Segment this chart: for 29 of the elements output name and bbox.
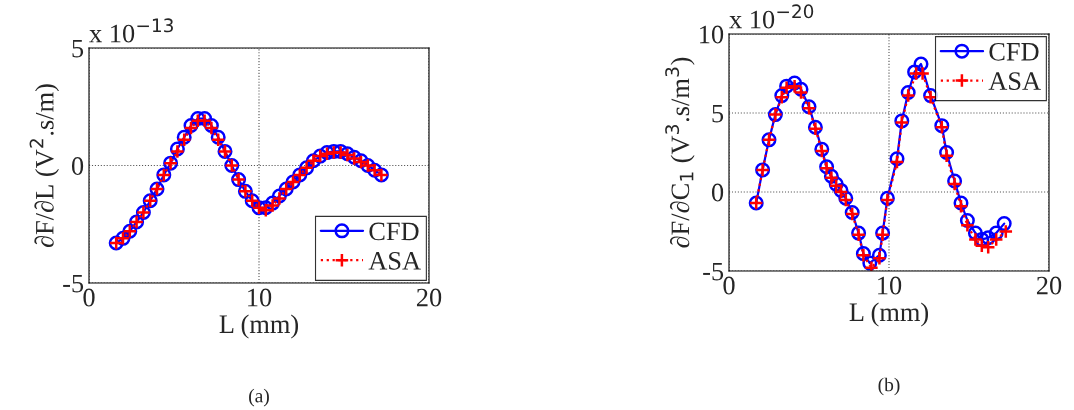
y-tick-label: 0 <box>711 183 724 202</box>
text: x 10$^{−13}$ <box>89 18 173 43</box>
y-tick-label: 5 <box>72 39 84 58</box>
x-tick-label: 20 <box>1036 276 1062 295</box>
point <box>996 216 1012 232</box>
x-tick-label: 10 <box>248 288 272 307</box>
y-tick-label: 0 <box>71 157 84 175</box>
point <box>915 66 931 81</box>
y-tick-label: 5 <box>712 104 724 123</box>
point <box>939 148 955 164</box>
x-axis-title: L (mm) <box>219 314 299 339</box>
text: (a) <box>249 388 269 407</box>
legend-label: CFD <box>369 222 419 241</box>
text: (b) <box>878 377 900 396</box>
x-axis-title: L (mm) <box>849 302 929 327</box>
x-tick-label: 20 <box>416 288 442 307</box>
point <box>959 217 975 233</box>
point <box>967 231 983 247</box>
legend-label: ASA <box>368 251 421 270</box>
x-tick-label: 10 <box>878 276 902 295</box>
point <box>900 88 916 104</box>
y-axis-title: ∂F/∂C$_{1}$ (V$^{3}$.s/m$^{3}$) <box>665 57 695 248</box>
y-tick-label: 10 <box>700 25 724 44</box>
legend-label: ASA <box>988 72 1041 91</box>
y-axis-title: ∂F/∂L (V$^{2}$.s/m) <box>29 84 59 248</box>
legend-label: CFD <box>989 42 1039 61</box>
y-tick-label: -5 <box>703 262 724 281</box>
y-tick-label: -5 <box>63 274 84 293</box>
text: x 10$^{−20}$ <box>729 4 814 29</box>
